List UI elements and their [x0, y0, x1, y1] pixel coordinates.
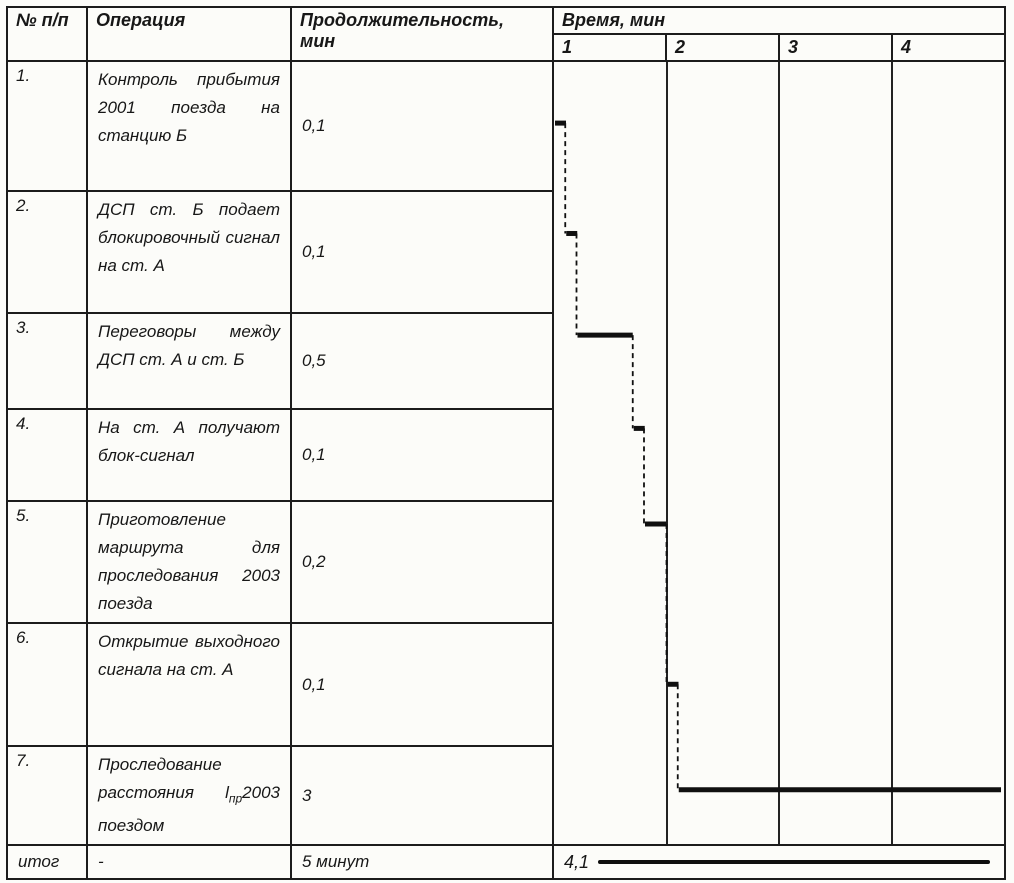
- op-number-cell: 6.: [6, 622, 88, 747]
- total-cell: 4,1: [551, 844, 1007, 881]
- gantt-chart: [555, 63, 1001, 844]
- time-tick-1: 1: [552, 33, 667, 62]
- train-schedule-table: № п/п Операция Продолжительность, мин Вр…: [6, 6, 1007, 881]
- op-number-cell: 3.: [6, 312, 88, 410]
- header-num-cell: № п/п: [6, 6, 88, 62]
- footer-duration-cell: 5 минут: [290, 844, 554, 881]
- time-tick-3: 3: [778, 33, 893, 62]
- duration-cell: 0,1: [290, 190, 554, 314]
- footer-row: итог - 5 минут 4,1: [6, 844, 1007, 881]
- operation-text: Проследование расстояния l: [98, 755, 229, 802]
- header-duration-cell: Продолжительность, мин: [290, 6, 554, 62]
- header-time-cell: Время, мин: [551, 6, 1007, 35]
- operation-cell: Открытие выходного сигнала на ст. А: [86, 622, 292, 747]
- duration-cell: 0,1: [290, 60, 554, 192]
- header-row: № п/п Операция Продолжительность, мин Вр…: [6, 6, 1007, 62]
- table-row: 3. Переговоры между ДСП ст. А и ст. Б 0,…: [6, 312, 1005, 410]
- op-number-cell: 7.: [6, 744, 88, 847]
- footer-label-cell: итог: [6, 844, 88, 881]
- operation-subscript: пр: [228, 791, 243, 806]
- op-number-cell: 2.: [6, 190, 88, 314]
- operation-cell: Контроль прибытия 2001 поезда на станцию…: [86, 60, 292, 192]
- duration-cell: 0,5: [290, 312, 554, 410]
- time-ticks-row: 1 2 3 4: [7, 33, 1007, 62]
- operation-cell: Проследование расстояния lпр2003 поездом: [86, 744, 292, 847]
- header-operation-cell: Операция: [86, 6, 292, 62]
- operation-cell: На ст. А получают блок-сигнал: [86, 408, 292, 502]
- op-number-cell: 5.: [6, 500, 88, 624]
- table-row: 7. Проследование расстояния lпр2003 поез…: [6, 744, 1005, 847]
- table-row: 5. Приготовление маршрута для проследова…: [6, 500, 1005, 624]
- table-row: 6. Открытие выходного сигнала на ст. А 0…: [6, 622, 1005, 747]
- duration-cell: 0,1: [290, 408, 554, 502]
- operation-cell: Переговоры между ДСП ст. А и ст. Б: [86, 312, 292, 410]
- operation-cell: ДСП ст. Б подает блокировочный сигнал на…: [86, 190, 292, 314]
- table-row: 2. ДСП ст. Б подает блокировочный сигнал…: [6, 190, 1005, 314]
- time-tick-4: 4: [890, 33, 1007, 62]
- footer-dash-cell: -: [86, 844, 292, 881]
- duration-cell: 3: [290, 744, 554, 847]
- table-row: 4. На ст. А получают блок-сигнал 0,1: [6, 408, 1005, 502]
- total-line: [598, 860, 991, 865]
- gantt-chart-cell: [551, 59, 1007, 847]
- operation-cell: Приготовление маршрута для проследования…: [86, 500, 292, 624]
- table-row: 1. Контроль прибытия 2001 поезда на стан…: [6, 59, 1007, 847]
- op-number-cell: 1.: [6, 60, 88, 192]
- operation-text: 2003 поездом: [98, 783, 280, 836]
- duration-cell: 0,1: [290, 622, 554, 747]
- total-value: 4,1: [564, 851, 590, 872]
- duration-cell: 0,2: [290, 500, 554, 624]
- op-number-cell: 4.: [6, 408, 88, 502]
- time-tick-2: 2: [665, 33, 780, 62]
